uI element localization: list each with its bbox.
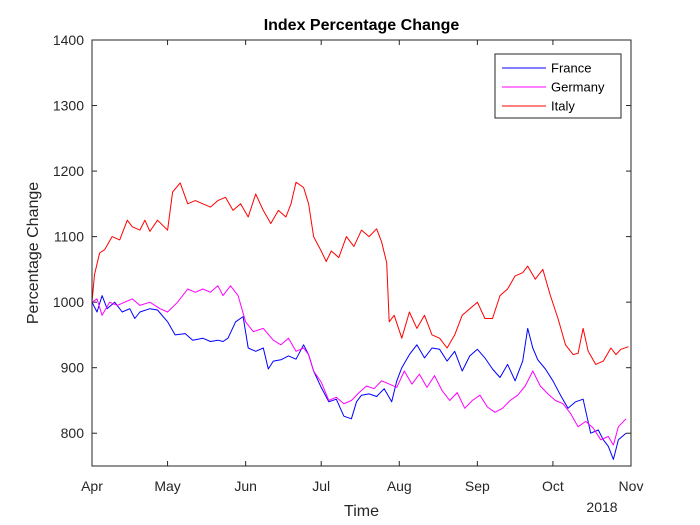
x-tick-label: May: [154, 478, 180, 494]
series-line-germany: [91, 285, 627, 446]
series-line-france: [91, 295, 627, 460]
legend-label-germany: Germany: [551, 80, 605, 95]
x-tick-label: Aug: [387, 478, 412, 494]
legend-box: [494, 53, 622, 119]
series-line-italy: [91, 181, 629, 365]
x-tick-label: Jul: [312, 478, 330, 494]
x-tick-label: Nov: [619, 478, 644, 494]
y-tick-label: 1100: [54, 229, 84, 245]
x-axis: Apr May Jun Jul Aug Sep Oct Nov: [81, 40, 643, 494]
plot-frame: [91, 39, 632, 467]
x-tick-label: Oct: [542, 478, 564, 494]
legend-label-italy: Italy: [551, 99, 575, 114]
series-group: [91, 181, 629, 460]
y-tick-label: 1400: [53, 32, 84, 48]
legend: France Germany Italy: [494, 53, 622, 119]
year-label: 2018: [586, 499, 617, 515]
y-axis-title: Percentage Change: [25, 182, 42, 324]
y-axis: 800 900 1000 1100 1200 1300 1400: [53, 32, 631, 441]
x-tick-label: Sep: [465, 478, 490, 494]
legend-label-france: France: [551, 61, 591, 76]
y-tick-label: 800: [61, 425, 85, 441]
x-tick-label: Jun: [234, 478, 257, 494]
y-tick-label: 1200: [53, 163, 84, 179]
y-tick-label: 1300: [53, 98, 84, 114]
y-tick-label: 900: [61, 360, 85, 376]
x-axis-title: Time: [344, 503, 379, 520]
chart-title: Index Percentage Change: [264, 17, 460, 34]
y-tick-label: 1000: [53, 294, 84, 310]
x-tick-label: Apr: [81, 478, 103, 494]
